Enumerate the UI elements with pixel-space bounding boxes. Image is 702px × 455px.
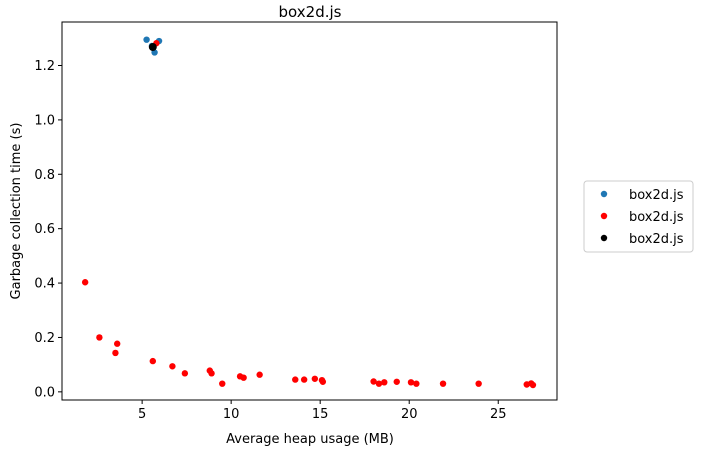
chart-title: box2d.js xyxy=(279,3,342,21)
legend-label-1: box2d.js xyxy=(629,188,684,203)
data-point-series-2 xyxy=(475,380,482,387)
x-tick-label: 20 xyxy=(401,407,418,422)
data-point-series-1 xyxy=(143,36,150,43)
data-point-series-2 xyxy=(370,378,377,385)
data-point-series-3 xyxy=(148,43,157,52)
legend-marker-red xyxy=(600,212,608,220)
data-point-series-2 xyxy=(169,363,176,370)
legend-marker-black xyxy=(600,234,608,242)
legend-label-3: box2d.js xyxy=(629,232,684,247)
legend: box2d.js box2d.js box2d.js xyxy=(583,180,694,253)
data-point-series-2 xyxy=(311,375,319,382)
data-point-series-2 xyxy=(413,380,420,387)
x-tick-label: 5 xyxy=(138,407,146,422)
data-point-series-2 xyxy=(319,378,327,385)
data-point-series-2 xyxy=(407,379,415,386)
data-point-series-2 xyxy=(208,370,215,377)
data-point-series-2 xyxy=(81,279,89,286)
x-tick-label: 25 xyxy=(490,407,507,422)
data-point-series-2 xyxy=(375,380,383,387)
data-point-series-2 xyxy=(149,357,157,365)
plot-area xyxy=(61,21,558,401)
legend-label-2: box2d.js xyxy=(629,210,684,225)
data-point-series-2 xyxy=(529,381,537,389)
data-point-series-2 xyxy=(240,374,247,381)
data-point-series-2 xyxy=(381,379,388,386)
data-points xyxy=(81,36,537,389)
data-point-series-2 xyxy=(96,334,103,341)
y-tick-label: 0.6 xyxy=(34,222,55,237)
data-point-series-2 xyxy=(292,376,299,383)
data-point-series-2 xyxy=(181,370,189,377)
data-point-series-2 xyxy=(300,376,308,383)
legend-marker-blue xyxy=(600,190,608,198)
legend-frame xyxy=(583,180,694,253)
data-point-series-2 xyxy=(112,349,119,357)
y-tick-label: 0.2 xyxy=(34,331,55,346)
y-axis-label: Garbage collection time (s) xyxy=(9,123,24,300)
x-tick-label: 10 xyxy=(223,407,240,422)
x-axis-label: Average heap usage (MB) xyxy=(226,432,394,447)
x-tick-label: 15 xyxy=(312,407,329,422)
data-point-series-2 xyxy=(114,340,121,347)
data-point-series-2 xyxy=(219,380,226,387)
data-point-series-2 xyxy=(393,378,400,385)
y-axis-ticks: 0.0 0.2 0.4 0.6 0.8 1.0 1.2 xyxy=(34,59,62,400)
y-tick-label: 0.8 xyxy=(34,168,55,183)
y-tick-label: 1.0 xyxy=(34,113,55,128)
x-axis-ticks: 5 10 15 20 25 xyxy=(138,400,507,422)
y-tick-label: 0.0 xyxy=(34,385,55,400)
y-tick-label: 0.4 xyxy=(34,277,55,292)
y-tick-label: 1.2 xyxy=(34,59,55,74)
data-point-series-2 xyxy=(256,371,263,378)
data-point-series-2 xyxy=(439,380,447,387)
